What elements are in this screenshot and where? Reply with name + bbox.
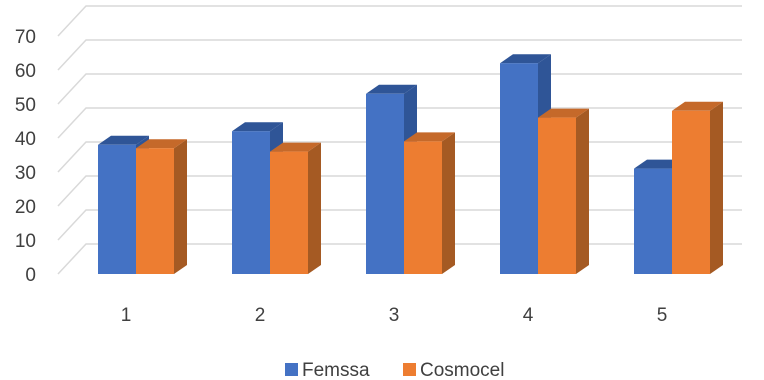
legend: Femssa Cosmocel	[285, 360, 504, 380]
x-tick-label: 2	[255, 305, 266, 326]
legend-item-cosmocel: Cosmocel	[403, 360, 504, 380]
gridline	[57, 5, 742, 37]
y-tick-label: 20	[15, 197, 36, 218]
y-tick-label: 70	[15, 27, 36, 48]
y-tick-label: 60	[15, 61, 36, 82]
bar-cosmocel-4	[538, 108, 589, 274]
bar-cosmocel-3	[404, 132, 455, 274]
x-tick-label: 5	[657, 305, 668, 326]
legend-swatch	[285, 363, 298, 376]
y-tick-label: 50	[15, 95, 36, 116]
x-tick-label: 3	[389, 305, 400, 326]
bar-cosmocel-5	[672, 101, 723, 274]
bars	[98, 54, 723, 275]
gridlines	[57, 5, 742, 275]
y-tick-label: 30	[15, 163, 36, 184]
y-axis-ticks: 0 10 20 30 40 50 60 70	[15, 27, 36, 286]
legend-swatch	[403, 363, 416, 376]
x-tick-label: 1	[121, 305, 132, 326]
x-axis-ticks: 1 2 3 4 5	[121, 305, 668, 326]
y-tick-label: 40	[15, 129, 36, 150]
y-tick-label: 10	[15, 231, 36, 252]
bar-cosmocel-2	[270, 142, 321, 274]
bar-cosmocel-1	[136, 139, 187, 274]
legend-item-femssa: Femssa	[285, 360, 370, 380]
gridline	[57, 39, 742, 71]
x-tick-label: 4	[523, 305, 534, 326]
legend-label: Cosmocel	[420, 360, 504, 380]
legend-label: Femssa	[302, 360, 370, 380]
y-tick-label: 0	[25, 265, 36, 286]
